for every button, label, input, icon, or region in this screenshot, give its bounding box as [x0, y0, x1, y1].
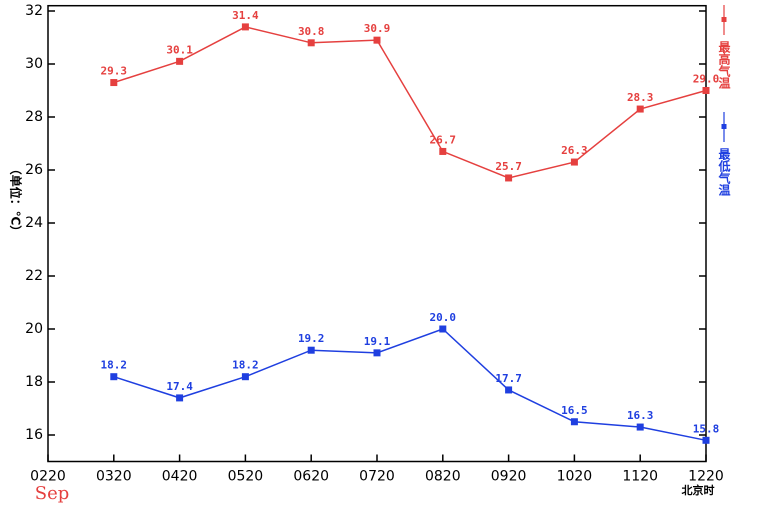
y-tick-label: 26 [25, 162, 43, 178]
y-tick-label: 20 [25, 321, 43, 337]
value-label: 16.5 [561, 404, 588, 417]
y-tick-label: 18 [25, 374, 43, 390]
x-tick-label: 0720 [359, 469, 395, 485]
x-tick-label: 1020 [557, 469, 593, 485]
x-tick-label: 1120 [622, 469, 658, 485]
value-label: 30.1 [166, 43, 193, 56]
point [439, 325, 447, 333]
value-label: 18.2 [232, 359, 259, 372]
x-tick-label: 0920 [491, 469, 527, 485]
x-tick-label: 0820 [425, 469, 461, 485]
point [570, 418, 578, 426]
point [307, 346, 315, 354]
point [439, 147, 447, 155]
value-label: 26.7 [430, 133, 457, 146]
legend-marker [721, 124, 727, 129]
y-axis-label: （单位：℃） [9, 163, 24, 238]
point [110, 373, 118, 381]
y-tick-label: 24 [25, 215, 43, 231]
point [505, 174, 513, 182]
y-tick-label: 32 [25, 3, 43, 19]
point [702, 436, 710, 444]
value-label: 26.3 [561, 144, 588, 157]
value-label: 29.0 [693, 73, 720, 86]
legend-label: 最高气温 [717, 41, 731, 90]
point [570, 158, 578, 166]
x-sublabel: Sep [35, 483, 70, 504]
point [373, 349, 381, 357]
point [373, 36, 381, 44]
x-tick-label: 0420 [162, 469, 198, 485]
value-label: 30.8 [298, 25, 325, 38]
point [241, 373, 249, 381]
value-label: 31.4 [232, 9, 259, 22]
y-tick-label: 30 [25, 56, 43, 72]
y-tick-label: 28 [25, 109, 43, 125]
series-line [113, 26, 707, 179]
value-label: 30.9 [364, 22, 391, 35]
value-label: 25.7 [495, 160, 522, 173]
value-label: 19.1 [364, 335, 391, 348]
point [110, 79, 118, 87]
value-label: 19.2 [298, 332, 325, 345]
series-line [113, 328, 707, 442]
value-label: 17.4 [166, 380, 193, 393]
point [307, 39, 315, 47]
y-tick-label: 16 [25, 427, 43, 443]
value-label: 16.3 [627, 409, 654, 422]
x-tick-label: 0520 [228, 469, 264, 485]
value-label: 20.0 [430, 311, 457, 324]
value-label: 18.2 [101, 359, 128, 372]
value-label: 28.3 [627, 91, 654, 104]
x-unit-label: 北京时 [682, 483, 715, 497]
x-tick-label: 1220 [688, 469, 724, 485]
x-tick-label: 0620 [293, 469, 329, 485]
y-tick-label: 22 [25, 268, 43, 284]
point [241, 23, 249, 31]
point [636, 105, 644, 113]
point [505, 386, 513, 394]
point [636, 423, 644, 431]
x-tick-label: 0220 [30, 469, 66, 485]
value-label: 29.3 [101, 65, 128, 78]
plot-frame [47, 4, 707, 463]
legend-marker [721, 17, 727, 22]
point [176, 394, 184, 402]
point [702, 87, 710, 94]
value-label: 17.7 [495, 372, 522, 385]
x-tick-label: 0320 [96, 469, 132, 485]
point [176, 57, 184, 65]
legend-label: 最低气温 [717, 148, 731, 197]
value-label: 15.8 [693, 422, 720, 435]
